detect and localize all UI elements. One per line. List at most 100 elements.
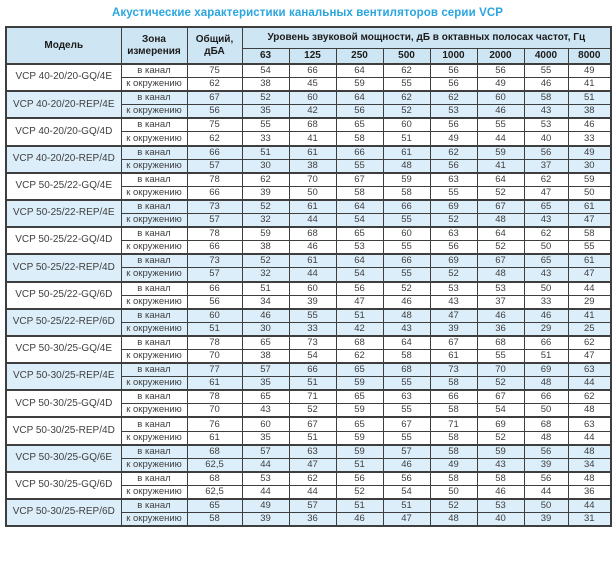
spl-value-cell: 65 — [241, 334, 290, 350]
table-row: к окружению 51 30 33 42 43 39 36 29 25 — [6, 321, 612, 337]
zone-cell: в канал — [120, 280, 188, 296]
col-header-total-dba: Общий, дБА — [186, 26, 243, 65]
spl-value-cell: 59 — [335, 376, 384, 391]
spl-value-cell: 43 — [523, 213, 569, 228]
spl-value-cell: 60 — [476, 90, 525, 106]
spl-value-cell: 60 — [382, 117, 431, 133]
spl-value-cell: 62 — [241, 171, 290, 187]
spl-value-cell: 51 — [288, 376, 337, 391]
zone-cell: к окружению — [120, 457, 188, 473]
spl-value-cell: 67 — [429, 334, 478, 350]
spl-value-cell: 44 — [288, 267, 337, 282]
spl-value-cell: 55 — [382, 77, 431, 92]
table-row: VCP 50-30/25-REP/4E в канал 77 57 66 65 68 73 70… — [5, 362, 612, 391]
model-cell: VCP 50-25/22-GQ/4D — [5, 226, 122, 255]
spl-value-cell: 66 — [382, 253, 431, 269]
table-row: VCP 40-20/20-GQ/4D в канал 75 55 68 65 60 56 55 5… — [5, 117, 612, 147]
spl-value-cell: 56 — [476, 63, 525, 79]
spl-value-cell: 56 — [382, 470, 431, 486]
spl-value-cell: 39 — [429, 321, 478, 337]
spl-value-cell: 65 — [335, 416, 384, 432]
spl-value-cell: 52 — [429, 213, 478, 228]
table-row: к окружению 70 38 54 62 58 61 55 51 47 — [6, 348, 612, 364]
spl-value-cell: 56 — [335, 104, 384, 119]
zone-cell: в канал — [120, 334, 188, 350]
spl-value-cell: 47 — [567, 213, 612, 228]
spl-value-cell: 54 — [335, 267, 384, 282]
total-dba-cell: 66 — [186, 185, 243, 201]
col-header-zone: Зона измерения — [120, 26, 188, 65]
spl-value-cell: 48 — [523, 376, 569, 391]
spl-value-cell: 58 — [429, 443, 478, 459]
spl-value-cell: 61 — [288, 198, 337, 215]
spl-value-cell: 44 — [567, 430, 612, 446]
spl-value-cell: 68 — [288, 117, 337, 133]
total-dba-cell: 62 — [186, 77, 243, 92]
spl-value-cell: 61 — [288, 253, 337, 269]
spl-value-cell: 51 — [335, 307, 384, 323]
model-cell: VCP 50-25/22-REP/6D — [5, 307, 122, 337]
model-cell: VCP 40-20/20-GQ/4E — [5, 62, 122, 92]
zone-cell: к окружению — [120, 376, 188, 391]
table-row: VCP 50-30/25-REP/6D в канал 65 49 57 51 51 52 53… — [5, 497, 612, 527]
spl-value-cell: 32 — [241, 213, 290, 228]
spl-value-cell: 43 — [523, 267, 569, 282]
spl-value-cell: 58 — [382, 348, 431, 364]
col-header-freq-125: 125 — [288, 47, 337, 65]
col-header-freq-1000: 1000 — [429, 47, 478, 65]
spl-value-cell: 59 — [567, 171, 612, 187]
total-dba-cell: 78 — [186, 389, 243, 405]
zone-cell: к окружению — [120, 104, 188, 119]
spl-value-cell: 66 — [429, 389, 478, 405]
spl-value-cell: 33 — [523, 294, 569, 310]
col-header-freq-500: 500 — [382, 47, 431, 65]
spl-value-cell: 50 — [523, 280, 569, 296]
zone-cell: к окружению — [120, 267, 188, 282]
spl-value-cell: 50 — [523, 240, 569, 255]
spl-value-cell: 50 — [288, 185, 337, 201]
spl-value-cell: 55 — [382, 403, 431, 418]
zone-cell: к окружению — [120, 321, 188, 337]
spl-value-cell: 62 — [523, 226, 569, 242]
spl-value-cell: 55 — [429, 185, 478, 201]
spl-value-cell: 56 — [429, 117, 478, 133]
table-row: VCP 50-30/25-REP/4D в канал 76 60 67 65 67 71 69… — [5, 416, 612, 446]
spl-value-cell: 34 — [567, 457, 612, 473]
spl-value-cell: 50 — [523, 498, 569, 514]
spl-value-cell: 36 — [567, 484, 612, 500]
spl-value-cell: 65 — [335, 389, 384, 405]
spl-value-cell: 58 — [567, 226, 612, 242]
spl-value-cell: 38 — [567, 104, 612, 119]
table-row: к окружению 62 38 45 59 55 56 49 46 41 — [6, 77, 612, 92]
spl-value-cell: 41 — [288, 131, 337, 147]
spl-value-cell: 58 — [429, 376, 478, 391]
spl-value-cell: 55 — [476, 348, 525, 364]
spl-value-cell: 31 — [567, 512, 612, 527]
zone-cell: к окружению — [120, 131, 188, 147]
spl-value-cell: 47 — [382, 512, 431, 527]
spl-value-cell: 64 — [335, 198, 384, 215]
spl-value-cell: 64 — [335, 90, 384, 106]
spl-value-cell: 30 — [241, 321, 290, 337]
spl-value-cell: 30 — [567, 158, 612, 174]
spl-value-cell: 67 — [288, 416, 337, 432]
spl-value-cell: 57 — [241, 362, 290, 378]
spl-value-cell: 57 — [241, 443, 290, 459]
spl-value-cell: 53 — [241, 470, 290, 486]
spl-value-cell: 55 — [382, 240, 431, 255]
total-dba-cell: 62,5 — [186, 457, 243, 473]
spl-value-cell: 55 — [241, 117, 290, 133]
spl-value-cell: 55 — [382, 430, 431, 446]
spl-value-cell: 61 — [288, 144, 337, 160]
col-header-freq-8000: 8000 — [567, 47, 612, 65]
spl-value-cell: 25 — [567, 321, 612, 337]
spl-value-cell: 43 — [382, 321, 431, 337]
spl-value-cell: 55 — [382, 267, 431, 282]
spl-value-cell: 63 — [567, 416, 612, 432]
spl-value-cell: 66 — [288, 362, 337, 378]
spl-value-cell: 59 — [241, 226, 290, 242]
spl-value-cell: 52 — [382, 280, 431, 296]
zone-cell: в канал — [120, 307, 188, 323]
spl-value-cell: 48 — [523, 430, 569, 446]
spl-value-cell: 44 — [476, 131, 525, 147]
